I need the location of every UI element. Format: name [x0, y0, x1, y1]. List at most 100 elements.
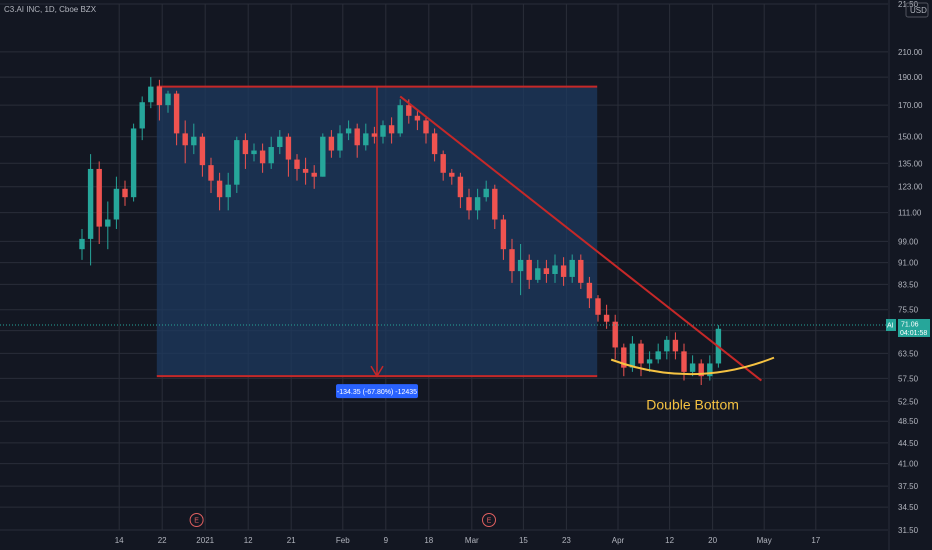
candle — [242, 133, 249, 169]
candle — [414, 111, 421, 131]
price-tick-label: 34.50 — [898, 503, 919, 512]
time-tick-label: 9 — [384, 536, 389, 545]
time-tick-label: 2021 — [196, 536, 214, 545]
candle — [526, 254, 532, 289]
candle — [320, 133, 326, 177]
candle — [543, 259, 550, 283]
bar-countdown: 04:01:58 — [900, 330, 927, 337]
candle — [646, 351, 653, 372]
candle — [216, 172, 223, 211]
candle — [328, 130, 335, 158]
price-tick-label: 111.00 — [898, 209, 922, 218]
candle — [672, 332, 679, 360]
time-tick-label: 12 — [665, 536, 674, 545]
earnings-marker: E — [482, 513, 496, 527]
price-tick-label: 57.50 — [898, 374, 919, 383]
candle — [586, 276, 593, 309]
candle — [113, 176, 120, 230]
time-tick-label: 14 — [115, 536, 124, 545]
double-bottom-arc[interactable] — [610, 356, 775, 376]
candle — [535, 259, 541, 283]
candle — [492, 184, 498, 230]
time-axis[interactable]: 14 22 2021 12 21 Feb 9 18 Mar 15 23 Apr 12 20 May 17 — [115, 536, 821, 545]
price-tick-label: 83.50 — [898, 280, 919, 289]
candle — [578, 254, 584, 289]
candle — [156, 79, 163, 121]
candle — [483, 180, 489, 202]
pattern-label: Double Bottom — [646, 397, 739, 413]
candle — [285, 133, 292, 177]
candle — [165, 90, 171, 113]
candle — [595, 295, 601, 322]
price-axis[interactable]: 21.50 210.00 190.00 170.00 150.00 135.00 123.0… — [898, 0, 923, 535]
candle — [423, 115, 429, 144]
price-tick-label: 190.00 — [898, 73, 923, 82]
candle — [509, 238, 515, 283]
candle — [139, 96, 145, 141]
svg-text:E: E — [194, 518, 199, 525]
candle — [277, 130, 283, 155]
time-tick-label: Feb — [336, 536, 350, 545]
candle — [560, 257, 567, 286]
candle — [302, 157, 309, 185]
candle — [655, 343, 661, 364]
candle — [388, 117, 395, 144]
candle — [105, 201, 111, 250]
candle — [474, 188, 481, 220]
candle — [234, 136, 240, 193]
candle — [449, 168, 455, 185]
candle — [354, 123, 360, 158]
candle — [466, 188, 472, 220]
price-tick-label: 48.50 — [898, 417, 919, 426]
candle — [612, 314, 618, 360]
last-price-badge: AI 71.06 04:01:58 — [886, 318, 930, 337]
price-tick-label: 75.50 — [898, 306, 919, 315]
candle — [638, 339, 644, 377]
candle — [569, 254, 575, 283]
price-tick-label: 52.50 — [898, 397, 919, 406]
candle — [259, 143, 266, 173]
candle — [397, 99, 403, 137]
time-tick-label: 23 — [562, 536, 571, 545]
price-tick-label: 44.50 — [898, 439, 919, 448]
candle — [440, 150, 446, 181]
time-tick-label: May — [757, 536, 772, 545]
time-tick-label: 18 — [424, 536, 433, 545]
descending-trendline[interactable] — [399, 95, 763, 382]
candle — [621, 343, 627, 377]
candle — [199, 133, 206, 177]
price-tick-label: 21.50 — [898, 0, 919, 9]
candle — [664, 336, 670, 360]
time-tick-label: Mar — [465, 536, 479, 545]
candle — [311, 165, 317, 189]
candle — [191, 123, 197, 155]
candle — [363, 123, 369, 151]
time-tick-label: 22 — [158, 536, 167, 545]
price-tick-label: 99.00 — [898, 237, 919, 246]
svg-text:-134.35 (-67.80%) -12435: -134.35 (-67.80%) -12435 — [337, 389, 417, 396]
candle — [457, 172, 464, 209]
price-tick-label: 91.00 — [898, 259, 919, 268]
candle — [431, 128, 438, 162]
candle — [337, 125, 343, 158]
candle — [148, 77, 154, 109]
svg-text:E: E — [487, 518, 492, 525]
price-tick-label: 37.50 — [898, 482, 919, 491]
time-tick-label: 12 — [244, 536, 253, 545]
candle — [698, 359, 704, 386]
currency-badge[interactable]: USD — [905, 2, 929, 18]
time-tick-label: 20 — [708, 536, 717, 545]
candle — [225, 172, 231, 211]
time-tick-label: Apr — [612, 536, 625, 545]
price-tick-label: 63.50 — [898, 349, 919, 358]
time-tick-label: 17 — [811, 536, 820, 545]
candle — [689, 355, 696, 377]
candle — [208, 157, 214, 193]
candle — [251, 143, 257, 162]
candle — [517, 243, 524, 296]
price-tick-label: 31.50 — [898, 526, 919, 535]
price-tick-label: 150.00 — [898, 133, 923, 142]
candle — [380, 120, 386, 144]
measure-label: -134.35 (-67.80%) -12435 — [336, 384, 418, 399]
